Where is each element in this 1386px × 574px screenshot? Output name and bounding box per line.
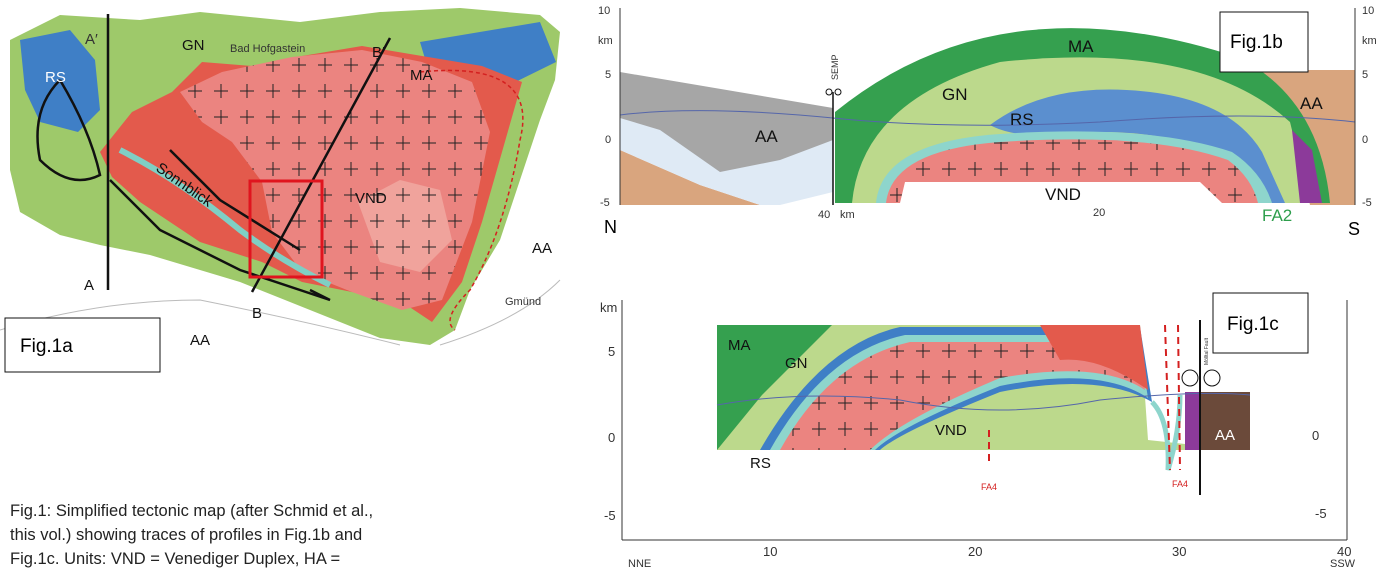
label: Gmünd [505,296,541,308]
label: AA [755,127,778,146]
label: km [1362,35,1377,47]
section-b: 10 km 5 0 -5 10 km 5 0 -5 SEMP MA GN RS … [598,5,1377,239]
label: NNE [628,558,651,569]
label: 0 [1312,428,1319,443]
label: VND [1045,185,1081,204]
shape [1182,370,1198,386]
shape [835,89,841,95]
label: Mölltal Fault [1204,337,1210,365]
label: 10 [763,544,777,559]
shape [1204,370,1220,386]
label: B′ [372,44,385,61]
label: -5 [1362,197,1372,209]
label: SSW [1330,558,1356,569]
label: 10 [1362,5,1374,17]
label: km [600,300,617,315]
label: MA [1068,37,1094,56]
label: Bad Hofgastein [230,43,305,55]
label: AA [1300,94,1323,113]
label: AA [532,240,552,257]
label: RS [750,455,771,472]
label: 40 [818,209,830,221]
label: MA [410,67,433,84]
label: Fig.1c. Units: VND = Venediger Duplex, H… [10,550,340,568]
label: 5 [608,344,615,359]
label: B [252,305,262,322]
label: GN [785,355,808,372]
label: this vol.) showing traces of profiles in… [10,526,362,544]
label: Fig.1b [1230,32,1283,53]
label: VND [355,190,387,207]
label: MA [728,337,751,354]
label: 10 [598,5,610,17]
label: VND [935,422,967,439]
label: -5 [604,508,616,523]
figure: A′ GN Bad Hofgastein B′ MA RS Sonnblick … [0,0,1386,569]
label: 40 [1337,544,1351,559]
label: 0 [608,430,615,445]
section-c: km 5 0 -5 0 -5 10 20 30 40 NNE SSW MA GN… [600,293,1356,569]
label: AA [190,332,210,349]
label: -5 [600,197,610,209]
label: 0 [1362,134,1368,146]
label: AA [1215,427,1235,444]
label: km [840,209,855,221]
map: A′ GN Bad Hofgastein B′ MA RS Sonnblick … [0,8,560,372]
shape [826,89,832,95]
label: GN [942,85,968,104]
label: N [604,217,617,237]
label: 5 [1362,69,1368,81]
label: 30 [1172,544,1186,559]
label: 20 [1093,207,1105,219]
caption: Fig.1: Simplified tectonic map (after Sc… [10,502,373,568]
label: 0 [605,134,611,146]
shape [1185,392,1200,450]
label: 20 [968,544,982,559]
label: SEMP [830,54,840,80]
label: FA2 [1262,206,1292,225]
label: A′ [85,31,98,48]
shape [1152,395,1180,470]
label: A [84,277,94,294]
label: 5 [605,69,611,81]
label: S [1348,219,1360,239]
label: Fig.1a [20,336,73,357]
label: FA4 [981,482,997,492]
label: km [598,35,613,47]
label: Fig.1c [1227,314,1279,335]
label: -5 [1315,506,1327,521]
label: Fig.1: Simplified tectonic map (after Sc… [10,502,373,520]
label: FA4 [1172,479,1188,489]
label: GN [182,37,205,54]
label: RS [1010,110,1034,129]
label: RS [45,69,66,86]
